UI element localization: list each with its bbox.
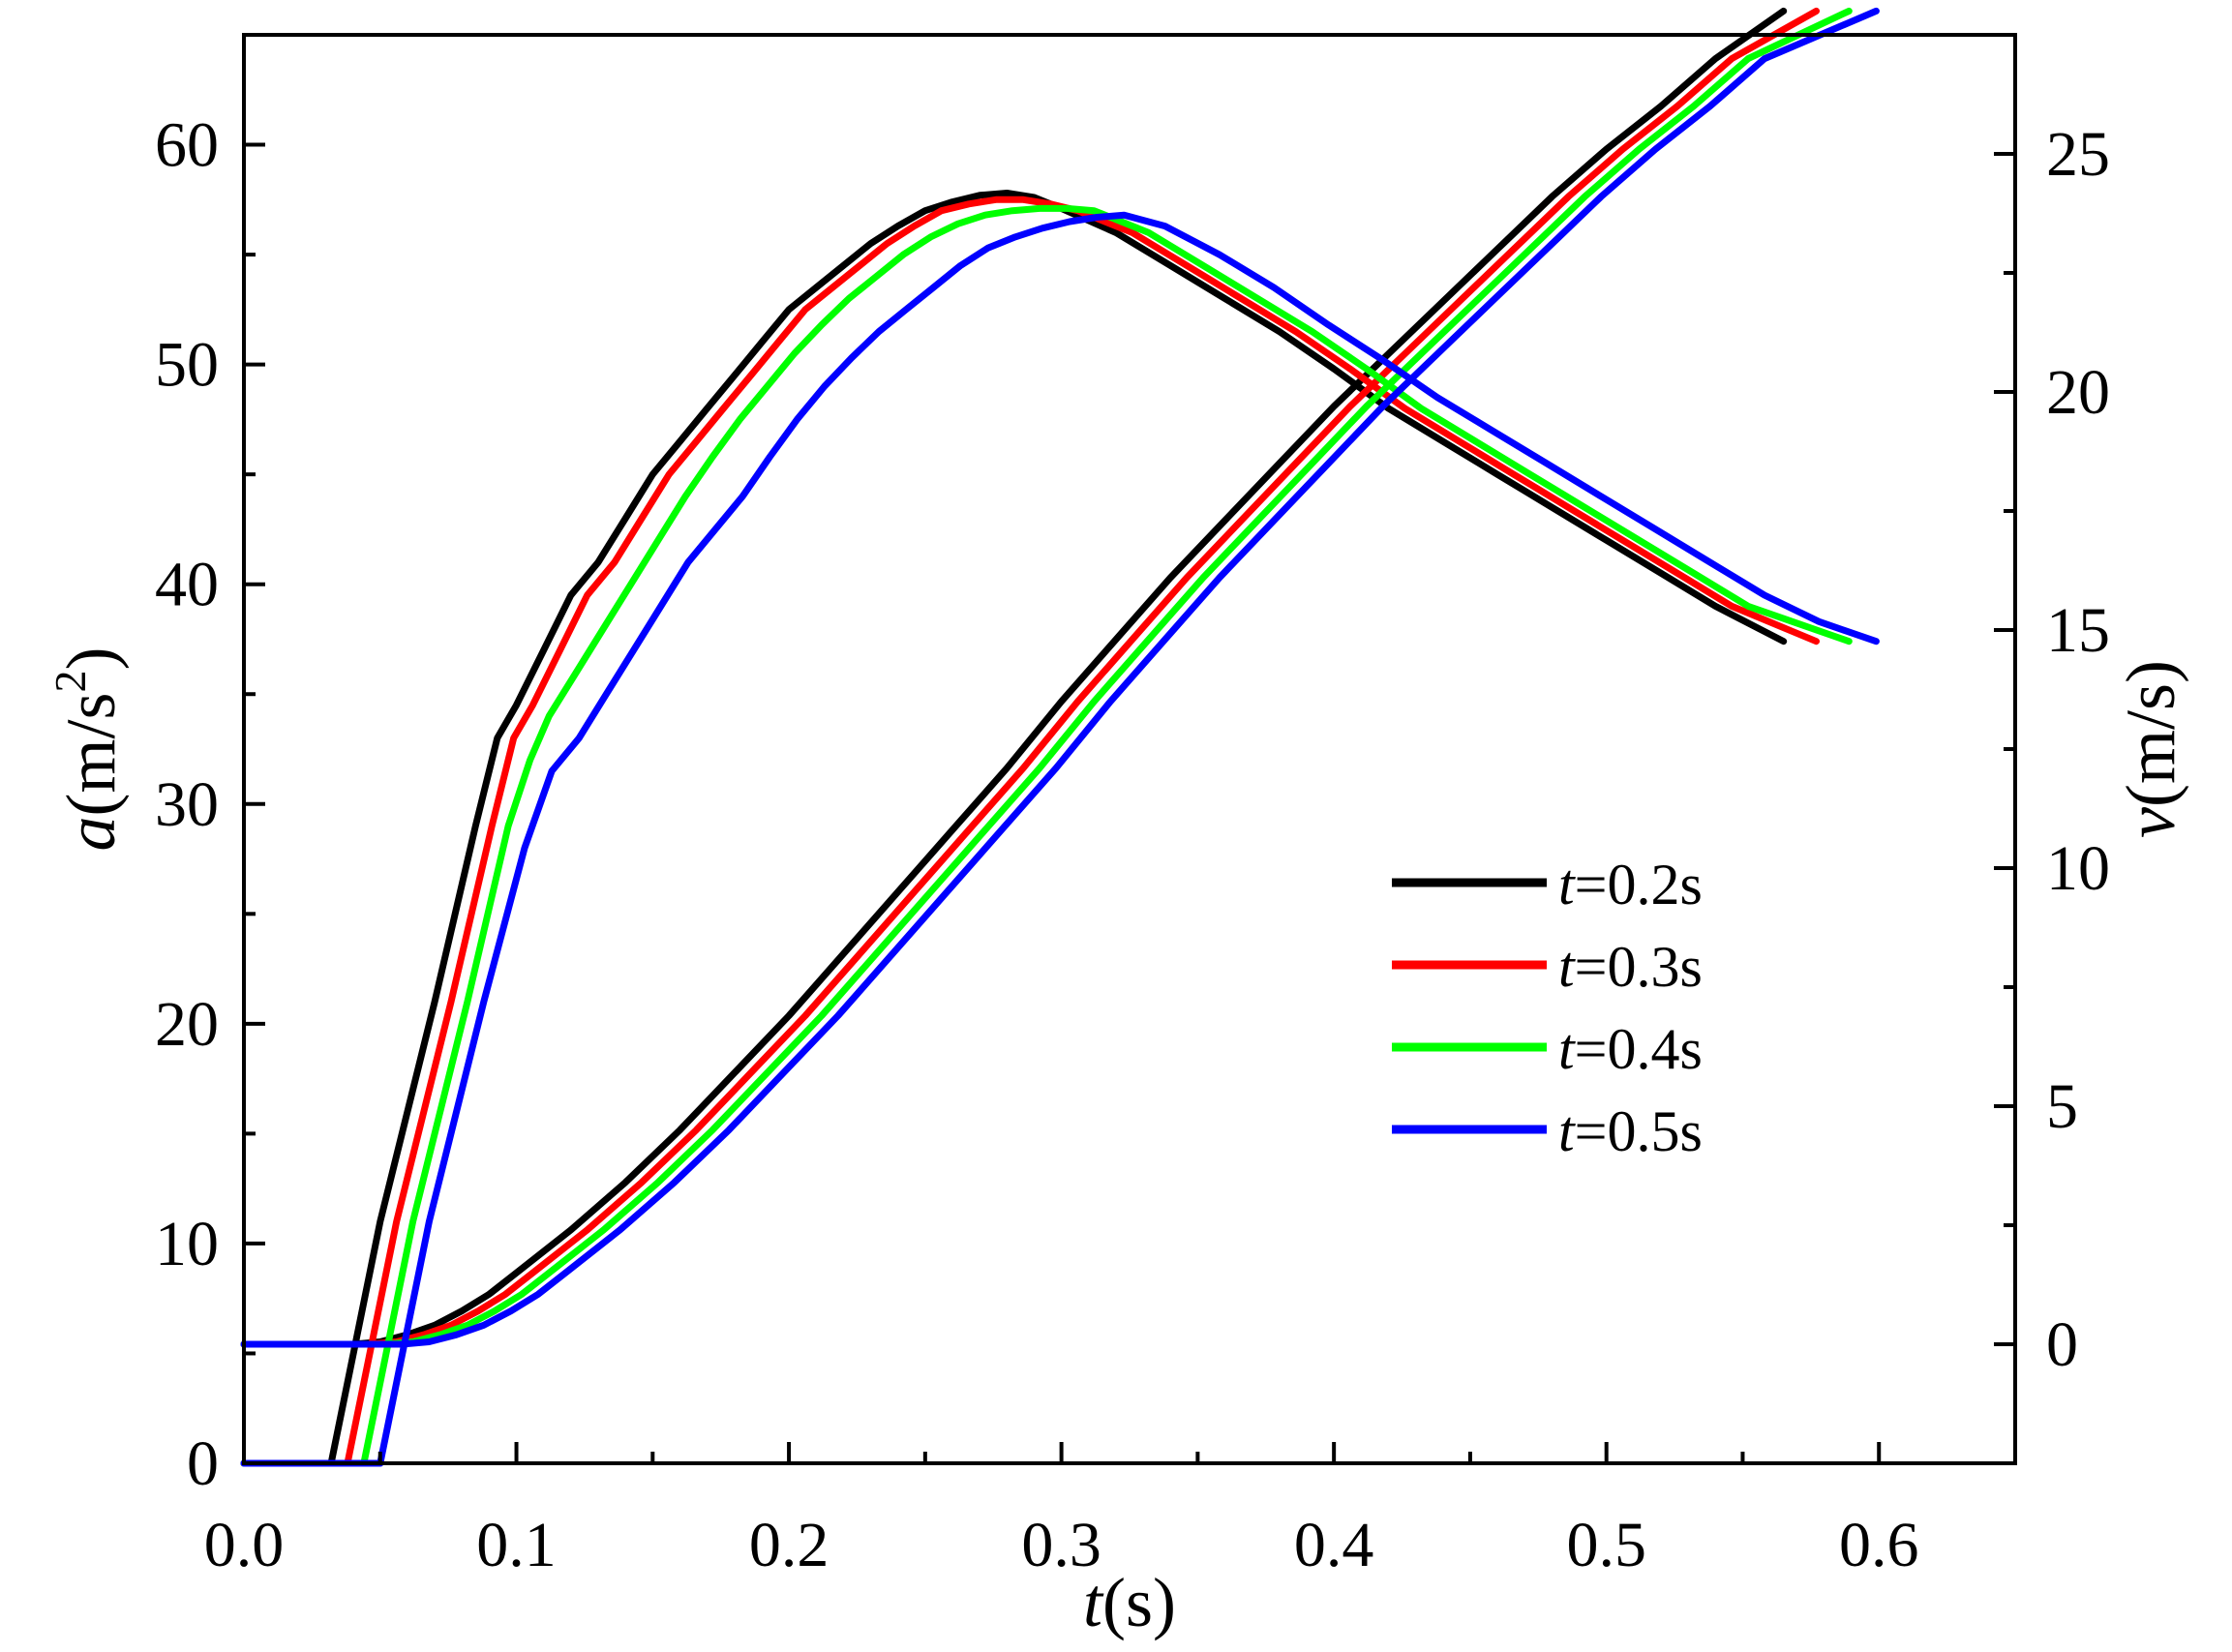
velocity-line-2 (240, 7, 1853, 1348)
y-axis-title-left-var: a (52, 817, 130, 852)
x-tick-label: 0.3 (1021, 1510, 1101, 1580)
y-right-tick-label: 20 (2046, 357, 2110, 428)
x-tick-label: 0.2 (749, 1510, 829, 1580)
legend-label-0-var: t (1558, 853, 1576, 916)
legend-label-2: t=0.4s (1558, 1017, 1703, 1081)
legend-label-1-var: t (1558, 935, 1576, 999)
legend-label-3-rest: =0.5s (1575, 1099, 1703, 1163)
x-tick-label: 0.4 (1294, 1510, 1374, 1580)
legend: t=0.2s t=0.3s t=0.4s t=0.5s (1392, 853, 1703, 1163)
y-axis-title-right-unit: (m/s) (2112, 660, 2189, 807)
x-axis-title-unit: (s) (1102, 1564, 1176, 1641)
y-right-tick-label: 5 (2046, 1071, 2078, 1142)
velocity-line-0 (240, 7, 1788, 1348)
y-axis-title-left-unit-sup: 2 (45, 670, 95, 692)
x-axis-title-var: t (1083, 1564, 1104, 1641)
legend-item-2: t=0.4s (1392, 1017, 1703, 1081)
acceleration-line-1 (240, 195, 1820, 1467)
y-right-tick-label: 0 (2046, 1309, 2078, 1380)
x-tick-label: 0.1 (476, 1510, 557, 1580)
y-axis-title-left-unit-post: ) (52, 647, 130, 671)
legend-label-1-rest: =0.3s (1575, 935, 1703, 999)
y-left-tick-label: 60 (155, 110, 219, 181)
legend-label-2-rest: =0.4s (1575, 1017, 1703, 1081)
y-left-tick-label: 40 (155, 550, 219, 620)
series-layer (240, 7, 1880, 1467)
legend-item-1: t=0.3s (1392, 935, 1703, 999)
acceleration-line-3 (240, 211, 1880, 1467)
legend-label-0-rest: =0.2s (1575, 853, 1703, 916)
y-left-tick-label: 10 (155, 1209, 219, 1279)
x-tick-label: 0.5 (1566, 1510, 1646, 1580)
legend-label-3: t=0.5s (1558, 1099, 1703, 1163)
legend-item-0: t=0.2s (1392, 853, 1703, 916)
legend-label-3-var: t (1558, 1099, 1576, 1163)
tick-layer: 0.0 0.1 0.2 0.3 0.4 0.5 0.6 0 10 20 30 40 50 60 0 5 10 15… (155, 110, 2110, 1580)
y-axis-title-right: v(m/s) (2112, 660, 2189, 838)
y-left-tick-label: 0 (187, 1428, 219, 1499)
velocity-line-3 (240, 7, 1880, 1348)
acceleration-line-0 (240, 190, 1788, 1467)
y-left-tick-label: 30 (155, 769, 219, 840)
legend-label-0: t=0.2s (1558, 853, 1703, 916)
legend-label-2-var: t (1558, 1017, 1576, 1081)
legend-item-3: t=0.5s (1392, 1099, 1703, 1163)
y-right-tick-label: 15 (2046, 595, 2110, 666)
x-tick-label: 0.6 (1839, 1510, 1919, 1580)
velocity-line-1 (240, 7, 1820, 1348)
acceleration-line-2 (240, 204, 1853, 1467)
legend-label-1: t=0.3s (1558, 935, 1703, 999)
y-left-tick-label: 50 (155, 330, 219, 401)
y-axis-title-left: a(m/s2) (45, 647, 130, 852)
x-axis-title: t(s) (1083, 1564, 1176, 1641)
y-axis-title-left-unit-pre: (m/s (52, 692, 130, 816)
y-left-tick-label: 20 (155, 989, 219, 1060)
y-right-tick-label: 25 (2046, 119, 2110, 190)
y-axis-title-right-var: v (2112, 807, 2189, 838)
y-right-tick-label: 10 (2046, 833, 2110, 904)
x-tick-label: 0.0 (204, 1510, 285, 1580)
